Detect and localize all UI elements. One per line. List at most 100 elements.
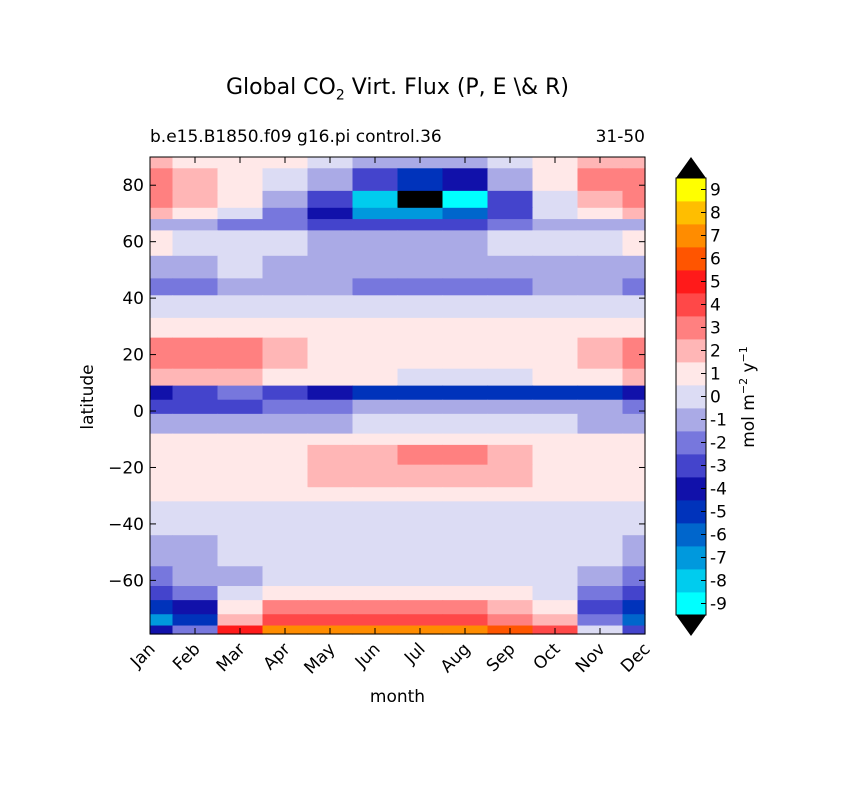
contour-cell: [217, 464, 264, 488]
contour-cell: [352, 230, 399, 257]
contour-cell: [622, 385, 646, 401]
contour-cell: [150, 586, 174, 601]
contour-cell: [172, 433, 219, 446]
contour-cell: [217, 433, 264, 446]
contour-cell: [397, 600, 444, 615]
title-main: Global CO: [226, 75, 336, 100]
contour-field: [150, 157, 646, 635]
contour-cell: [352, 487, 399, 502]
contour-cell: [622, 219, 646, 231]
contour-cell: [262, 399, 309, 415]
contour-cell: [217, 219, 264, 231]
contour-cell: [262, 255, 309, 279]
contour-cell: [307, 255, 354, 279]
contour-cell: [262, 433, 309, 446]
contour-cell: [150, 219, 174, 231]
contour-cell: [532, 385, 579, 401]
contour-cell: [150, 317, 174, 339]
colorbar-segment: [676, 454, 706, 478]
chart-period: 31-50: [595, 127, 645, 147]
contour-cell: [622, 337, 646, 370]
contour-cell: [172, 368, 219, 387]
contour-cell: [622, 317, 646, 339]
contour-cell: [577, 566, 624, 587]
x-axis-label: month: [369, 687, 426, 707]
contour-cell: [307, 413, 354, 435]
contour-cell: [487, 413, 534, 435]
contour-cell: [262, 464, 309, 488]
contour-cell: [352, 464, 399, 488]
contour-cell: [217, 317, 264, 339]
colorbar-segment: [676, 408, 706, 432]
contour-cell: [172, 464, 219, 488]
contour-cell: [150, 614, 174, 627]
contour-cell: [577, 433, 624, 446]
contour-cell: [150, 444, 174, 466]
contour-cell: [352, 444, 399, 466]
colorbar-tick-label: 9: [710, 181, 721, 201]
contour-cell: [487, 600, 534, 615]
contour-cell: [622, 487, 646, 502]
contour-cell: [307, 317, 354, 339]
contour-cell: [352, 190, 399, 209]
contour-cell: [262, 385, 309, 401]
title-subscript: 2: [335, 87, 345, 104]
contour-cell: [622, 444, 646, 466]
contour-cell: [352, 614, 399, 627]
contour-cell: [262, 614, 309, 627]
contour-cell: [532, 399, 579, 415]
contour-cell: [172, 255, 219, 279]
contour-cell: [532, 278, 579, 296]
contour-cell: [487, 399, 534, 415]
contour-cell: [262, 317, 309, 339]
contour-cell: [577, 399, 624, 415]
contour-cell: [442, 586, 489, 601]
contour-cell: [442, 614, 489, 627]
contour-cell: [577, 207, 624, 220]
contour-cell: [487, 614, 534, 627]
contour-cell: [217, 614, 264, 627]
colorbar-over-arrow: [676, 157, 706, 178]
contour-cell: [262, 566, 309, 587]
contour-cell: [622, 168, 646, 192]
x-tick-label: Mar: [213, 639, 250, 676]
contour-cell: [532, 230, 579, 257]
colorbar-tick-label: 2: [710, 342, 721, 362]
contour-cell: [262, 207, 309, 220]
colorbar-tick-label: -8: [710, 572, 727, 592]
contour-cell: [217, 600, 264, 615]
x-tick-label: May: [301, 639, 340, 678]
contour-cell: [307, 487, 354, 502]
contour-cell: [172, 168, 219, 192]
chart-subtitle: b.e15.B1850.f09 g16.pi control.36: [150, 127, 442, 147]
contour-cell: [532, 190, 579, 209]
contour-cell: [352, 317, 399, 339]
contour-cell: [262, 230, 309, 257]
contour-cell: [397, 566, 444, 587]
contour-cell: [307, 278, 354, 296]
contour-cell: [532, 207, 579, 220]
contour-cell: [262, 168, 309, 192]
contour-cell: [622, 399, 646, 415]
contour-cell: [577, 385, 624, 401]
x-tick-label: Jan: [126, 639, 159, 672]
contour-cell: [150, 464, 174, 488]
contour-cell: [577, 614, 624, 627]
contour-cell: [532, 600, 579, 615]
contour-cell: [352, 278, 399, 296]
contour-cell: [622, 190, 646, 209]
contour-cell: [577, 413, 624, 435]
contour-cell: [352, 207, 399, 220]
contour-cell: [622, 464, 646, 488]
colorbar-tick-label: 3: [710, 319, 721, 339]
contour-cell: [172, 444, 219, 466]
x-tick-label: Feb: [169, 639, 204, 674]
contour-cell: [622, 625, 646, 635]
colorbar-tick-label: 5: [710, 273, 721, 293]
contour-cell: [262, 586, 309, 601]
contour-cell: [487, 295, 534, 319]
contour-cell: [442, 337, 489, 370]
colorbar-segment: [676, 316, 706, 340]
contour-cell: [532, 614, 579, 627]
contour-cell: [150, 157, 174, 169]
